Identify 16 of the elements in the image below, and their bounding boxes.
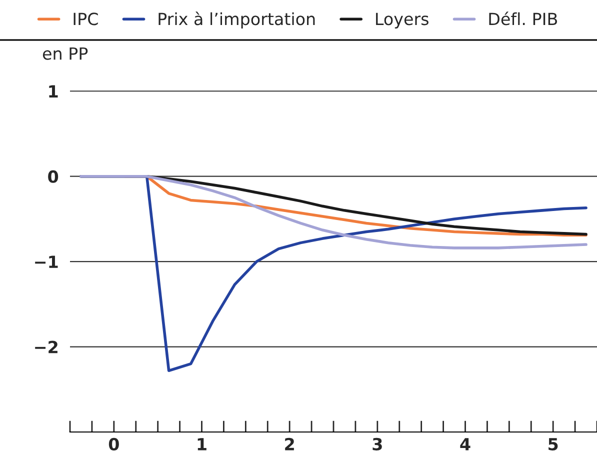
legend-label: Loyers <box>376 12 428 28</box>
legend-label: Prix à l’importation <box>158 12 315 28</box>
x-tick-label: 2 <box>285 438 294 450</box>
x-tick-label: 4 <box>460 438 470 450</box>
y-tick-label: 1 <box>49 85 58 98</box>
y-tick-label: 0 <box>48 170 58 183</box>
y-tick-label: −1 <box>35 256 58 268</box>
legend-label: Défl. PIB <box>489 12 558 26</box>
x-tick-label: 3 <box>372 438 382 450</box>
y-tick-label: −2 <box>35 340 58 354</box>
line-series <box>80 174 588 250</box>
legend-label: IPC <box>74 12 98 26</box>
x-tick-label: 1 <box>198 438 206 450</box>
x-tick-label: 5 <box>548 438 558 450</box>
y-axis-title: en PP <box>42 47 88 60</box>
x-tick-label: 0 <box>108 438 119 450</box>
